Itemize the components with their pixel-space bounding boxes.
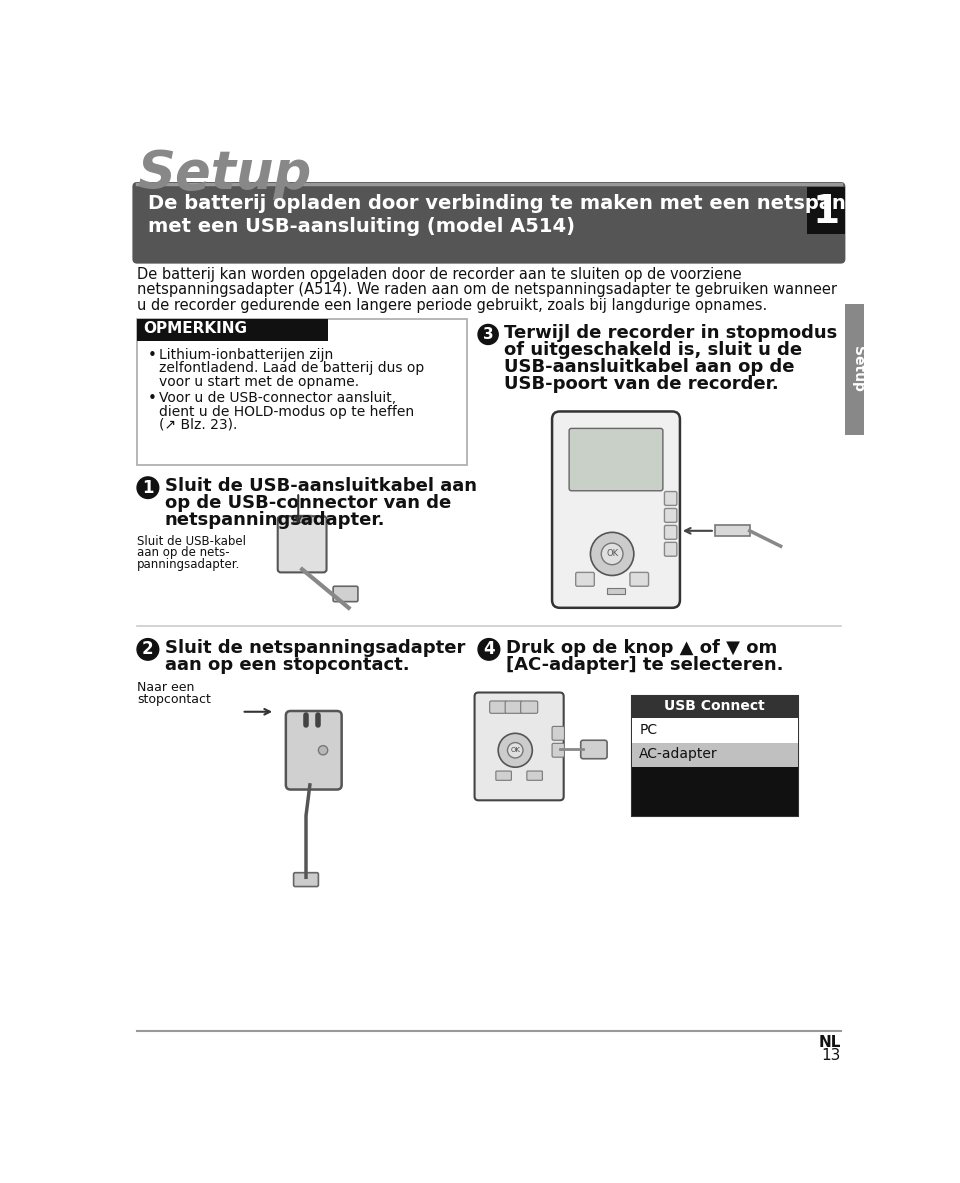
Circle shape <box>137 639 158 660</box>
Text: •: • <box>148 392 156 407</box>
Text: 1: 1 <box>812 193 840 231</box>
Text: Setup: Setup <box>137 148 311 200</box>
Text: op de USB-connector van de: op de USB-connector van de <box>165 493 451 512</box>
Text: Setup: Setup <box>852 347 865 392</box>
Text: 3: 3 <box>483 327 493 342</box>
Circle shape <box>478 324 498 344</box>
Bar <box>293 516 311 522</box>
Text: De batterij kan worden opgeladen door de recorder aan te sluiten op de voorziene: De batterij kan worden opgeladen door de… <box>137 266 742 282</box>
FancyBboxPatch shape <box>664 492 677 505</box>
Circle shape <box>601 543 623 564</box>
Bar <box>845 304 872 434</box>
FancyBboxPatch shape <box>664 509 677 523</box>
Bar <box>632 697 798 718</box>
Text: zelfontladend. Laad de batterij dus op: zelfontladend. Laad de batterij dus op <box>158 362 424 375</box>
Text: netspanningsadapter.: netspanningsadapter. <box>165 511 386 529</box>
Text: u de recorder gedurende een langere periode gebruikt, zoals bij langdurige opnam: u de recorder gedurende een langere peri… <box>137 297 767 312</box>
Circle shape <box>137 477 158 498</box>
Text: Lithium-ionbatterijen zijn: Lithium-ionbatterijen zijn <box>158 348 333 362</box>
Text: OPMERKING: OPMERKING <box>143 321 248 336</box>
FancyBboxPatch shape <box>505 702 522 713</box>
FancyBboxPatch shape <box>552 412 680 608</box>
Bar <box>632 768 798 816</box>
Text: stopcontact: stopcontact <box>137 692 211 705</box>
FancyBboxPatch shape <box>664 525 677 539</box>
FancyBboxPatch shape <box>294 873 319 886</box>
FancyBboxPatch shape <box>664 542 677 556</box>
Text: panningsadapter.: panningsadapter. <box>137 557 240 570</box>
Text: PC: PC <box>639 723 658 737</box>
Circle shape <box>319 745 327 755</box>
Text: voor u start met de opname.: voor u start met de opname. <box>158 375 359 388</box>
Bar <box>632 697 798 816</box>
Text: met een USB-aansluiting (model A514): met een USB-aansluiting (model A514) <box>148 216 575 235</box>
Text: Terwijl de recorder in stopmodus: Terwijl de recorder in stopmodus <box>504 324 838 342</box>
Text: aan op de nets-: aan op de nets- <box>137 547 229 560</box>
Bar <box>632 743 798 768</box>
FancyBboxPatch shape <box>333 587 358 602</box>
FancyBboxPatch shape <box>520 702 538 713</box>
Text: Voor u de USB-connector aansluit,: Voor u de USB-connector aansluit, <box>158 392 396 406</box>
Text: USB-poort van de recorder.: USB-poort van de recorder. <box>504 375 780 393</box>
Bar <box>807 187 845 234</box>
FancyBboxPatch shape <box>552 743 564 757</box>
Text: [AC-adapter] te selecteren.: [AC-adapter] te selecteren. <box>506 655 783 673</box>
Text: Naar een: Naar een <box>137 681 195 694</box>
FancyBboxPatch shape <box>630 573 649 587</box>
Text: (↗ Blz. 23).: (↗ Blz. 23). <box>158 418 237 432</box>
Text: netspanningsadapter (A514). We raden aan om de netspanningsadapter te gebruiken : netspanningsadapter (A514). We raden aan… <box>137 282 837 297</box>
FancyBboxPatch shape <box>490 702 507 713</box>
Circle shape <box>590 532 634 575</box>
Text: OK: OK <box>511 748 520 754</box>
Text: USB-aansluitkabel aan op de: USB-aansluitkabel aan op de <box>504 358 795 376</box>
Bar <box>137 319 468 465</box>
Text: OK: OK <box>606 549 618 558</box>
FancyBboxPatch shape <box>496 771 512 781</box>
FancyBboxPatch shape <box>581 741 607 758</box>
Text: Sluit de USB-kabel: Sluit de USB-kabel <box>137 535 246 548</box>
Text: Druk op de knop ▲ of ▼ om: Druk op de knop ▲ of ▼ om <box>506 639 778 657</box>
FancyBboxPatch shape <box>286 711 342 789</box>
Circle shape <box>498 733 532 768</box>
Text: 1: 1 <box>142 479 154 497</box>
Text: dient u de HOLD-modus op te heffen: dient u de HOLD-modus op te heffen <box>158 405 414 419</box>
Text: AC-adapter: AC-adapter <box>639 748 718 761</box>
FancyBboxPatch shape <box>527 771 542 781</box>
Text: aan op een stopcontact.: aan op een stopcontact. <box>165 655 410 673</box>
Text: 2: 2 <box>142 640 154 659</box>
FancyBboxPatch shape <box>552 726 564 741</box>
Text: NL: NL <box>818 1035 841 1051</box>
Text: •: • <box>148 348 156 363</box>
Text: Sluit de USB-aansluitkabel aan: Sluit de USB-aansluitkabel aan <box>165 477 477 494</box>
Text: 4: 4 <box>483 640 494 659</box>
Text: of uitgeschakeld is, sluit u de: of uitgeschakeld is, sluit u de <box>504 342 803 360</box>
Bar <box>715 525 750 536</box>
FancyBboxPatch shape <box>569 428 663 491</box>
FancyBboxPatch shape <box>474 692 564 801</box>
Text: De batterij opladen door verbinding te maken met een netspanningsadapter: De batterij opladen door verbinding te m… <box>148 194 960 213</box>
Text: Sluit de netspanningsadapter: Sluit de netspanningsadapter <box>165 639 466 657</box>
Bar <box>632 718 798 743</box>
Text: 13: 13 <box>822 1048 841 1064</box>
Bar <box>607 588 625 594</box>
Circle shape <box>508 743 523 758</box>
FancyBboxPatch shape <box>132 182 846 264</box>
FancyBboxPatch shape <box>576 573 594 587</box>
Bar <box>137 319 327 341</box>
FancyBboxPatch shape <box>277 516 326 573</box>
Text: USB Connect: USB Connect <box>664 699 765 713</box>
Circle shape <box>478 639 500 660</box>
